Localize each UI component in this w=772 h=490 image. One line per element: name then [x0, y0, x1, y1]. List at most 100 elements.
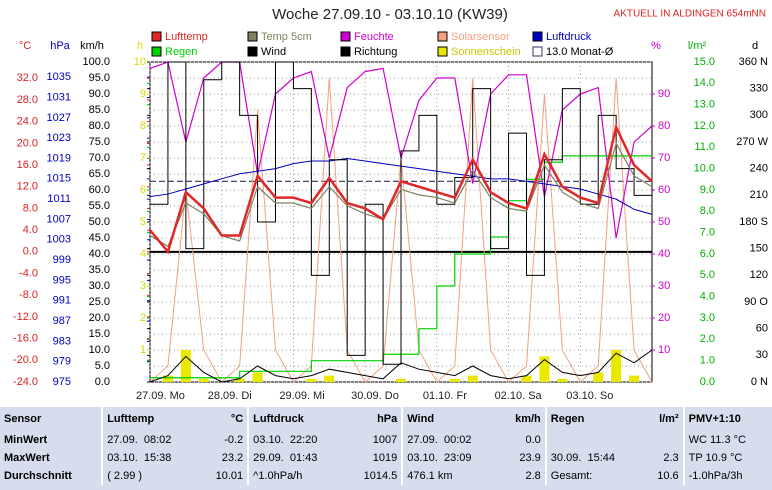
- y-tick-label: 10: [134, 56, 146, 68]
- legend-swatch: [151, 31, 162, 42]
- y-tick-label: -20.0: [13, 354, 38, 366]
- table-cell: l/m²: [659, 413, 679, 425]
- table-row: Durchschnitt ( 2.99 ) 10.01 ^1.0hPa/h 1014.5…: [0, 467, 772, 485]
- y-tick-label: 9.0: [700, 184, 715, 196]
- y-tick-label: 1027: [47, 112, 71, 124]
- bar: [162, 375, 173, 382]
- table-cell: 03.10. 15:38: [101, 449, 200, 467]
- x-tick-label: 29.09. Mi: [279, 390, 324, 402]
- table-cell: 2.8: [525, 470, 541, 482]
- stats-table: Sensor Lufttemp °C Luftdruck hPa Wind km/h Rege…: [0, 407, 772, 490]
- legend-swatch: [151, 46, 162, 57]
- y-tick-label: 2.0: [700, 333, 715, 345]
- table-cell: 1019: [372, 452, 398, 464]
- legend-label: Feuchte: [354, 31, 394, 43]
- y-tick-label: 95.0: [89, 72, 110, 84]
- y-tick-label: 240: [750, 163, 768, 175]
- legend-label: Solarsensor: [451, 31, 510, 43]
- y-tick-label: -8.0: [19, 289, 38, 301]
- y-tick-label: 1015: [47, 173, 71, 185]
- y-tick-label: 0.0: [95, 376, 110, 388]
- y-tick-label: 30: [658, 280, 670, 292]
- y-tick-label: 7.0: [700, 227, 715, 239]
- table-cell: 1014.5: [363, 470, 398, 482]
- chart-title: Woche 27.09.10 - 03.10.10 (KW39): [272, 6, 508, 23]
- legend-label: Wind: [261, 46, 286, 58]
- y-tick-label: 13.0: [694, 99, 715, 111]
- x-tick-label: 27.09. Mo: [136, 390, 185, 402]
- y-tick-label: 60.0: [89, 184, 110, 196]
- legend-swatch: [532, 46, 543, 57]
- y-tick-label: 15.0: [694, 56, 715, 68]
- legend-swatch: [340, 31, 351, 42]
- legend-label: Lufttemp: [165, 31, 208, 43]
- y-tick-label: 7: [140, 152, 146, 164]
- y-tick-label: 20: [658, 312, 670, 324]
- table-cell: 03.10. 23:09: [401, 449, 500, 467]
- axis-heading: d: [752, 40, 758, 52]
- y-tick-label: 15.0: [89, 328, 110, 340]
- y-tick-label: 40: [658, 248, 670, 260]
- bar: [611, 350, 622, 382]
- table-cell: Sensor: [4, 413, 42, 425]
- y-tick-label: 40.0: [89, 248, 110, 260]
- table-cell: 23.2: [221, 452, 244, 464]
- bar: [521, 375, 532, 382]
- y-tick-label: 60: [756, 323, 768, 335]
- y-tick-label: 3: [140, 280, 146, 292]
- y-tick-label: 975: [53, 376, 71, 388]
- legend-swatch: [340, 46, 351, 57]
- x-tick-label: 03.10. So: [566, 390, 613, 402]
- legend-label: Luftdruck: [546, 31, 592, 43]
- table-cell: Gesamt:: [544, 467, 644, 485]
- y-tick-label: 5.0: [700, 269, 715, 281]
- table-cell: MinWert: [4, 434, 48, 446]
- axis-heading: hPa: [50, 40, 70, 52]
- series-line: [149, 141, 653, 248]
- y-tick-label: 60: [658, 184, 670, 196]
- y-tick-label: 8.0: [23, 202, 38, 214]
- y-tick-label: 1.0: [700, 355, 715, 367]
- y-tick-label: 2: [140, 312, 146, 324]
- table-cell: Regen: [544, 407, 644, 431]
- y-tick-label: 1003: [47, 234, 71, 246]
- y-tick-label: 1035: [47, 71, 71, 83]
- y-tick-label: 45.0: [89, 232, 110, 244]
- y-tick-label: 10.0: [89, 344, 110, 356]
- table-cell: ( 2.99 ): [101, 467, 200, 485]
- legend-swatch: [437, 31, 448, 42]
- legend-label: Richtung: [354, 46, 397, 58]
- y-tick-label: 999: [53, 254, 71, 266]
- y-tick-label: 120: [750, 269, 768, 281]
- y-tick-label: 65.0: [89, 168, 110, 180]
- y-tick-label: 70: [658, 152, 670, 164]
- table-cell: Lufttemp: [101, 407, 200, 431]
- y-tick-label: 10: [658, 344, 670, 356]
- y-tick-label: 55.0: [89, 200, 110, 212]
- y-tick-label: 0.0: [23, 246, 38, 258]
- y-tick-label: 20.0: [17, 137, 38, 149]
- y-tick-label: 270 W: [736, 136, 768, 148]
- table-cell: MaxWert: [4, 452, 50, 464]
- y-tick-label: 210: [750, 189, 768, 201]
- x-tick-label: 30.09. Do: [351, 390, 399, 402]
- y-tick-label: 25.0: [89, 296, 110, 308]
- axis-heading: h: [137, 40, 143, 52]
- table-cell: °C: [230, 413, 244, 425]
- legend-label: Sonnenschein: [451, 46, 521, 58]
- table-cell: 30.09. 15:44: [544, 449, 644, 467]
- y-tick-label: 180 S: [739, 216, 768, 228]
- y-tick-label: 4: [140, 248, 146, 260]
- table-cell: -0.2: [224, 434, 244, 446]
- table-cell: 03.10. 22:20: [247, 431, 346, 449]
- y-tick-label: 991: [53, 295, 71, 307]
- x-tick-label: 02.10. Sa: [495, 390, 543, 402]
- y-tick-label: 0 N: [751, 376, 768, 388]
- table-cell: 2.3: [663, 452, 679, 464]
- y-tick-label: 16.0: [17, 159, 38, 171]
- bar: [467, 375, 478, 382]
- table-row: Sensor Lufttemp °C Luftdruck hPa Wind km/h Rege…: [0, 407, 772, 431]
- table-cell: 27.09. 08:02: [101, 431, 200, 449]
- table-cell: 10.6: [657, 470, 679, 482]
- y-tick-label: 50.0: [89, 216, 110, 228]
